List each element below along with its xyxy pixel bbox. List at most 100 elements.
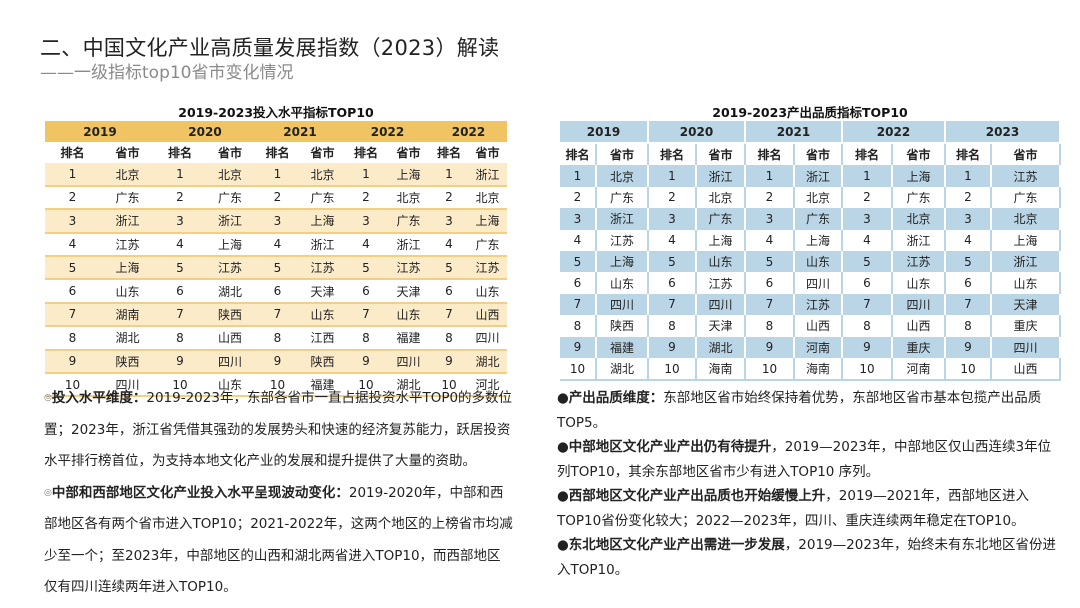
rank-cell: 9: [648, 336, 697, 358]
rank-cell: 3: [945, 208, 992, 230]
province-cell: 浙江: [300, 232, 345, 257]
province-cell: 北京: [596, 165, 649, 187]
province-cell: 四川: [387, 349, 430, 374]
rank-cell: 6: [45, 279, 100, 304]
province-cell: 山东: [387, 302, 430, 328]
province-header: 省市: [387, 142, 430, 164]
rank-cell: 5: [842, 250, 893, 273]
province-cell: 湖北: [205, 279, 255, 304]
rank-cell: 8: [255, 326, 300, 351]
province-cell: 山东: [300, 302, 345, 328]
province-cell: 山西: [892, 315, 946, 337]
rank-cell: 3: [430, 209, 468, 234]
rank-cell: 7: [345, 302, 387, 328]
province-cell: 上海: [991, 229, 1061, 251]
province-cell: 山西: [468, 302, 507, 328]
province-cell: 浙江: [991, 250, 1061, 273]
rank-header: 排名: [430, 142, 468, 164]
rank-cell: 5: [560, 250, 597, 273]
province-cell: 浙江: [205, 209, 255, 234]
rank-cell: 1: [945, 165, 992, 187]
rank-cell: 8: [155, 326, 205, 351]
province-cell: 山东: [991, 272, 1061, 294]
rank-cell: 1: [745, 165, 795, 187]
rank-header: 排名: [648, 143, 697, 166]
rank-cell: 2: [745, 186, 795, 209]
rank-cell: 3: [255, 209, 300, 234]
column-header-row: 排名 省市 排名 省市 排名 省市 排名 省市 排名 省市: [45, 142, 507, 164]
province-cell: 天津: [387, 279, 430, 304]
province-cell: 湖北: [696, 336, 746, 358]
rank-cell: 4: [155, 232, 205, 257]
rank-cell: 2: [155, 185, 205, 211]
rank-header: 排名: [155, 142, 205, 164]
province-cell: 河北: [468, 372, 507, 398]
paragraph-heading: 中部和西部地区文化产业投入水平呈现波动变化：: [51, 484, 349, 501]
province-cell: 北京: [991, 208, 1061, 230]
province-cell: 山东: [205, 372, 255, 398]
province-cell: 上海: [100, 255, 155, 281]
province-cell: 陕西: [596, 315, 649, 337]
province-cell: 四川: [794, 272, 843, 294]
rank-cell: 3: [560, 208, 597, 230]
rank-cell: 2: [945, 186, 992, 209]
table-row: 2 广东 2 北京 2 北京 2 广东 2 广东: [560, 186, 1061, 209]
province-cell: 山东: [794, 250, 843, 273]
year-header: 2019: [45, 121, 155, 142]
rank-cell: 5: [155, 255, 205, 281]
table-row: 9 福建 9 湖北 9 河南 9 重庆 9 四川: [560, 336, 1061, 358]
rank-header: 排名: [45, 142, 100, 164]
paragraph-text: ，2019—2023年，始终未有东北地区省份进入TOP10。: [557, 537, 1056, 578]
province-cell: 北京: [696, 186, 746, 209]
rank-cell: 7: [155, 302, 205, 328]
output-quality-table-title: 2019-2023产出品质指标TOP10: [712, 105, 908, 120]
province-cell: 北京: [100, 163, 155, 187]
rank-header: 排名: [560, 143, 597, 166]
analysis-paragraph: ◎投入水平维度：2019-2023年，东部各省市一直占据投资水平TOP0的多数位…: [44, 383, 514, 478]
province-cell: 湖北: [100, 326, 155, 351]
province-cell: 北京: [794, 186, 843, 209]
province-cell: 四川: [696, 293, 746, 316]
province-cell: 四川: [991, 336, 1061, 358]
table-row: 4 江苏 4 上海 4 浙江 4 浙江 4 广东: [45, 232, 507, 257]
province-cell: 山东: [596, 272, 649, 294]
input-level-analysis: ◎投入水平维度：2019-2023年，东部各省市一直占据投资水平TOP0的多数位…: [44, 383, 514, 604]
rank-cell: 5: [648, 250, 697, 273]
rank-cell: 7: [945, 293, 992, 316]
table-row: 7 四川 7 四川 7 江苏 7 四川 7 天津: [560, 293, 1061, 316]
province-cell: 上海: [596, 250, 649, 273]
province-cell: 上海: [892, 165, 946, 187]
table-row: 3 浙江 3 浙江 3 上海 3 广东 3 上海: [45, 209, 507, 234]
rank-cell: 8: [648, 315, 697, 337]
rank-cell: 7: [255, 302, 300, 328]
rank-cell: 1: [255, 163, 300, 187]
province-cell: 上海: [468, 209, 507, 234]
province-cell: 四川: [892, 293, 946, 316]
rank-cell: 5: [430, 255, 468, 281]
year-header: 2021: [745, 121, 843, 144]
province-cell: 北京: [468, 185, 507, 211]
province-cell: 山西: [991, 357, 1061, 382]
province-cell: 广东: [205, 185, 255, 211]
rank-cell: 4: [430, 232, 468, 257]
rank-cell: 10: [945, 357, 992, 382]
table-row: 5 上海 5 江苏 5 江苏 5 江苏 5 江苏: [45, 255, 507, 281]
rank-cell: 4: [648, 229, 697, 251]
rank-cell: 9: [945, 336, 992, 358]
rank-cell: 9: [255, 349, 300, 374]
rank-cell: 4: [945, 229, 992, 251]
rank-header: 排名: [945, 143, 992, 166]
rank-cell: 6: [560, 272, 597, 294]
output-quality-analysis: ●产出品质维度：东部地区省市始终保持着优势，东部地区省市基本包揽产出品质TOP5…: [557, 386, 1057, 582]
rank-cell: 6: [345, 279, 387, 304]
paragraph-heading: 中部地区文化产业产出仍有待提升: [568, 439, 772, 455]
analysis-paragraph: ◎中部和西部地区文化产业投入水平呈现波动变化：2019-2020年，中部和西部地…: [44, 478, 514, 604]
input-level-table-title: 2019-2023投入水平指标TOP10: [178, 105, 374, 120]
province-cell: 四川: [100, 372, 155, 398]
province-cell: 广东: [596, 186, 649, 209]
province-cell: 上海: [300, 209, 345, 234]
province-header: 省市: [468, 142, 507, 164]
rank-cell: 10: [842, 357, 893, 382]
rank-cell: 1: [842, 165, 893, 187]
paragraph-text: ，2019—2021年，西部地区进入TOP10省份变化较大；2022—2023年…: [557, 488, 1029, 529]
